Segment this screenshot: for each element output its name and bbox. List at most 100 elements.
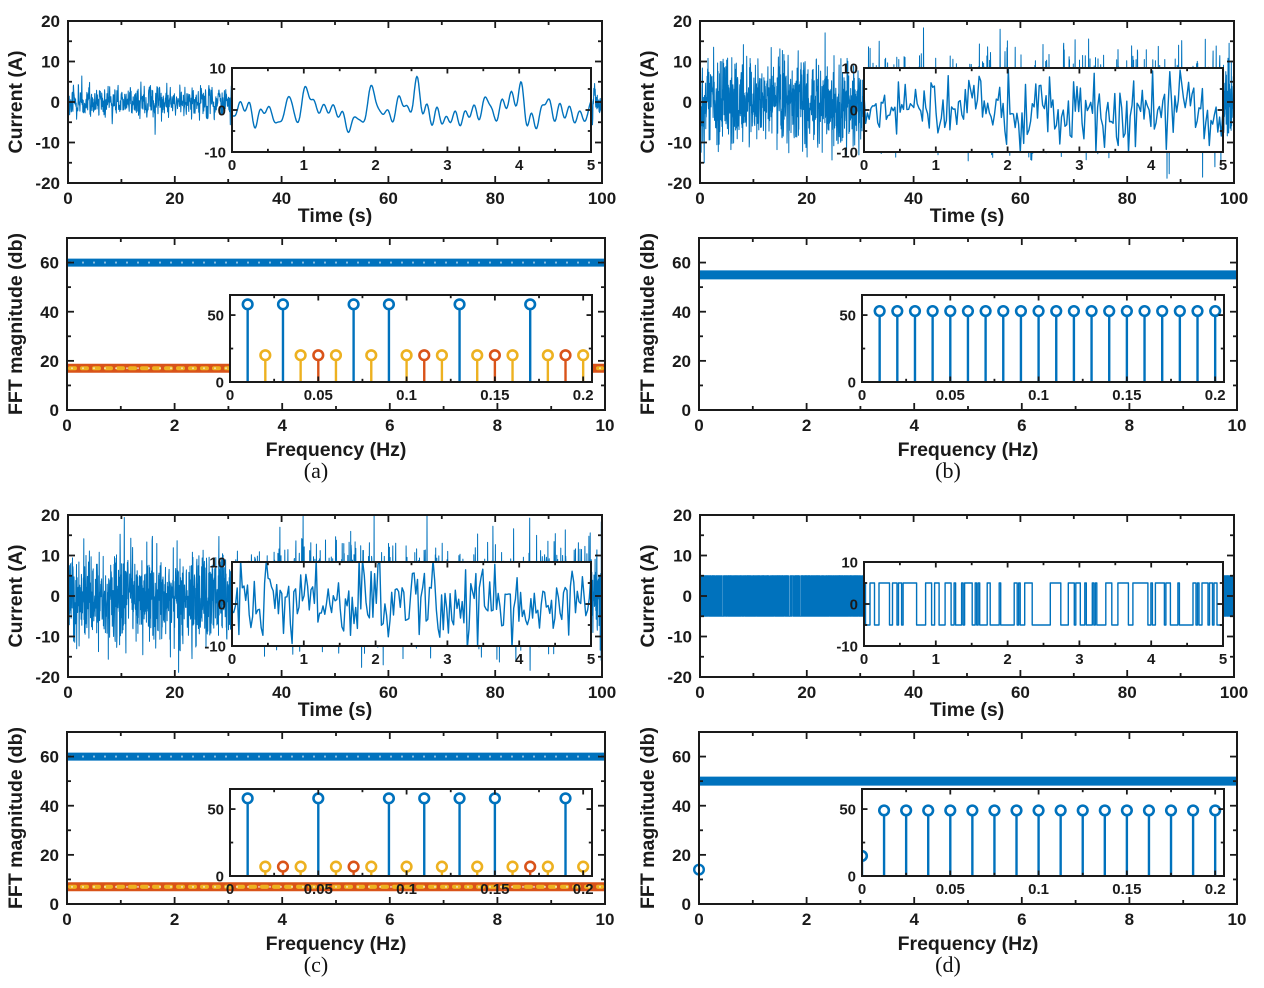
svg-text:Frequency (Hz): Frequency (Hz) [266,439,407,461]
svg-text:-10: -10 [35,134,60,153]
svg-text:6: 6 [1017,910,1026,929]
svg-text:20: 20 [673,506,692,525]
svg-text:8: 8 [1125,416,1134,435]
panel-b: 0 20 40 60 80 100 -20 -10 0 10 20 Time (s) Current (… [632,0,1264,494]
panel-d: 0 20 40 60 80 100 -20 -10 0 10 20 Time (s) Current (… [632,494,1264,988]
svg-text:2: 2 [802,416,811,435]
svg-text:0.2: 0.2 [1205,881,1226,898]
svg-text:FFT magnitude (db): FFT magnitude (db) [5,727,27,909]
svg-text:80: 80 [1118,189,1137,208]
svg-text:Time (s): Time (s) [298,699,372,721]
svg-text:1: 1 [932,157,940,174]
svg-text:0: 0 [228,651,236,668]
svg-text:-20: -20 [35,174,60,193]
svg-text:0: 0 [850,596,858,613]
svg-text:0: 0 [216,374,224,391]
svg-text:Frequency (Hz): Frequency (Hz) [898,439,1039,461]
svg-text:0: 0 [695,683,704,702]
svg-text:0: 0 [62,910,71,929]
svg-text:0: 0 [50,401,59,420]
svg-text:10: 10 [209,60,226,77]
svg-text:-10: -10 [836,638,858,655]
svg-text:40: 40 [672,303,691,322]
svg-text:1: 1 [932,651,940,668]
svg-text:FFT magnitude (db): FFT magnitude (db) [637,233,659,415]
svg-text:-10: -10 [204,144,226,161]
svg-text:20: 20 [41,12,60,31]
svg-text:Current (A): Current (A) [5,545,27,648]
svg-text:80: 80 [1118,683,1137,702]
svg-text:0.1: 0.1 [1028,387,1049,404]
svg-text:4: 4 [909,910,919,929]
svg-text:10: 10 [209,554,226,571]
svg-text:100: 100 [588,189,616,208]
svg-text:10: 10 [41,547,60,566]
svg-text:4: 4 [277,416,287,435]
svg-text:60: 60 [379,189,398,208]
svg-text:FFT magnitude (db): FFT magnitude (db) [5,233,27,415]
svg-text:-20: -20 [667,668,692,687]
svg-text:FFT magnitude (db): FFT magnitude (db) [637,727,659,909]
svg-text:0: 0 [860,157,868,174]
svg-text:20: 20 [672,352,691,371]
svg-text:6: 6 [385,910,394,929]
svg-text:8: 8 [1125,910,1134,929]
svg-text:-10: -10 [204,638,226,655]
svg-text:50: 50 [207,307,224,324]
svg-text:100: 100 [1220,189,1248,208]
svg-text:10: 10 [673,53,692,72]
svg-text:10: 10 [1228,910,1247,929]
svg-text:2: 2 [371,157,379,174]
svg-text:Time (s): Time (s) [930,699,1004,721]
svg-text:Current (A): Current (A) [637,545,659,648]
svg-text:50: 50 [839,307,856,324]
svg-text:-20: -20 [667,174,692,193]
svg-text:3: 3 [443,157,451,174]
svg-text:100: 100 [588,683,616,702]
svg-text:0: 0 [848,374,856,391]
svg-text:60: 60 [40,254,59,273]
svg-text:0: 0 [683,587,692,606]
svg-text:-10: -10 [667,134,692,153]
svg-text:2: 2 [802,910,811,929]
svg-text:20: 20 [165,683,184,702]
svg-text:2: 2 [170,416,179,435]
svg-text:Time (s): Time (s) [298,205,372,227]
svg-text:0: 0 [218,596,226,613]
svg-text:-10: -10 [836,144,858,161]
svg-text:10: 10 [673,547,692,566]
svg-text:Time (s): Time (s) [930,205,1004,227]
panel-c-caption: (c) [303,952,329,977]
svg-text:20: 20 [41,506,60,525]
svg-text:Current (A): Current (A) [637,51,659,154]
svg-text:-10: -10 [667,628,692,647]
svg-text:0: 0 [694,416,703,435]
svg-text:2: 2 [371,651,379,668]
svg-text:4: 4 [1147,157,1156,174]
svg-text:40: 40 [40,797,59,816]
svg-text:0: 0 [682,895,691,914]
svg-text:4: 4 [909,416,919,435]
svg-text:40: 40 [672,797,691,816]
svg-text:0.05: 0.05 [304,881,333,898]
svg-text:0.2: 0.2 [1205,387,1226,404]
svg-text:0: 0 [226,881,234,898]
svg-text:40: 40 [272,189,291,208]
svg-text:20: 20 [40,352,59,371]
svg-text:0: 0 [848,868,856,885]
svg-text:0.15: 0.15 [480,387,509,404]
svg-text:60: 60 [1011,683,1030,702]
svg-text:0.15: 0.15 [1112,387,1141,404]
svg-text:10: 10 [841,554,858,571]
svg-text:2: 2 [1003,157,1011,174]
svg-text:20: 20 [672,846,691,865]
svg-text:50: 50 [839,801,856,818]
svg-text:Frequency (Hz): Frequency (Hz) [898,933,1039,955]
svg-text:8: 8 [493,910,502,929]
svg-text:0.2: 0.2 [573,881,594,898]
svg-text:0.1: 0.1 [1028,881,1049,898]
